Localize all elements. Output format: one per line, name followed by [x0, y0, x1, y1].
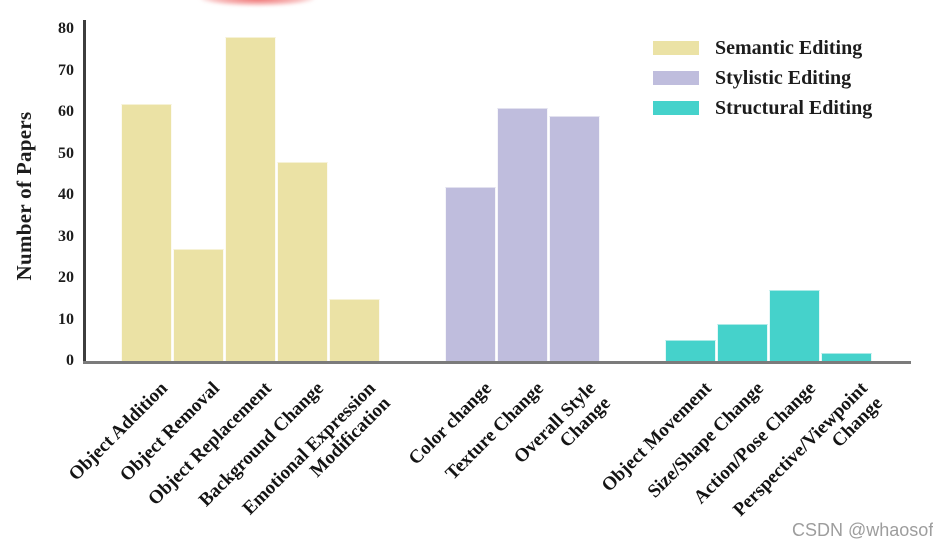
legend-item-semantic-editing: Semantic Editing [653, 36, 863, 59]
bar-perspective-viewpoint-change [821, 353, 872, 361]
y-tick-0: 0 [66, 352, 74, 369]
y-tick-30: 30 [58, 227, 74, 245]
bar-object-replacement [225, 37, 276, 361]
bar-texture-change [497, 108, 548, 361]
y-tick-20: 20 [58, 269, 74, 286]
legend-label-semantic-editing: Semantic Editing [715, 36, 863, 59]
y-tick-70: 70 [58, 61, 74, 79]
bar-emotional-expression-modification [329, 299, 380, 361]
y-axis-line [83, 20, 86, 363]
y-tick-10: 10 [58, 310, 74, 328]
y-tick-40: 40 [58, 186, 74, 203]
legend-swatch-structural-editing [653, 101, 699, 115]
y-tick-80: 80 [58, 20, 74, 37]
bar-overall-style-change [549, 116, 600, 361]
legend-label-stylistic-editing: Stylistic Editing [715, 66, 852, 89]
bar-object-removal [173, 249, 224, 361]
bar-background-change [277, 162, 328, 361]
bar-object-movement [665, 340, 716, 361]
watermark: CSDN @whaosoft143 [792, 520, 933, 540]
y-tick-60: 60 [58, 103, 74, 120]
x-axis-line [83, 361, 911, 364]
legend-item-stylistic-editing: Stylistic Editing [653, 66, 852, 89]
legend-swatch-semantic-editing [653, 41, 699, 55]
bar-color-change [445, 187, 496, 361]
red-ellipse-artifact [200, 0, 315, 6]
legend-swatch-stylistic-editing [653, 71, 699, 85]
legend-item-structural-editing: Structural Editing [653, 96, 873, 119]
bar-object-addition [121, 104, 172, 361]
legend-label-structural-editing: Structural Editing [715, 96, 873, 119]
y-tick-50: 50 [58, 144, 74, 162]
bar-action-pose-change [769, 290, 820, 361]
bar-size-shape-change [717, 324, 768, 361]
